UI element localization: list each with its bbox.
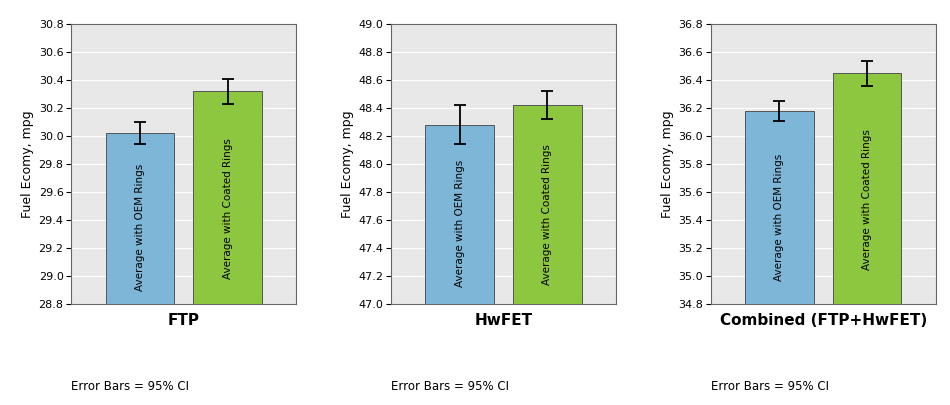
Text: Average with OEM Rings: Average with OEM Rings: [135, 163, 145, 291]
Y-axis label: Fuel Ecomy, mpg: Fuel Ecomy, mpg: [22, 110, 34, 218]
Text: Average with OEM Rings: Average with OEM Rings: [455, 160, 465, 287]
X-axis label: FTP: FTP: [168, 313, 199, 328]
Text: Average with OEM Rings: Average with OEM Rings: [774, 153, 785, 281]
Text: Average with Coated Rings: Average with Coated Rings: [862, 130, 872, 271]
X-axis label: Combined (FTP+HwFET): Combined (FTP+HwFET): [719, 313, 927, 328]
Text: Average with Coated Rings: Average with Coated Rings: [222, 138, 233, 279]
Text: Error Bars = 95% CI: Error Bars = 95% CI: [711, 380, 828, 393]
Bar: [426, 125, 494, 304]
Bar: [193, 92, 262, 304]
Text: Error Bars = 95% CI: Error Bars = 95% CI: [71, 380, 189, 393]
Y-axis label: Fuel Ecomy, mpg: Fuel Ecomy, mpg: [341, 110, 354, 218]
Bar: [832, 73, 902, 304]
Bar: [513, 105, 581, 304]
X-axis label: HwFET: HwFET: [474, 313, 533, 328]
Bar: [105, 133, 175, 304]
Bar: [745, 111, 814, 304]
Text: Error Bars = 95% CI: Error Bars = 95% CI: [391, 380, 509, 393]
Y-axis label: Fuel Ecomy, mpg: Fuel Ecomy, mpg: [661, 110, 674, 218]
Text: Average with Coated Rings: Average with Coated Rings: [542, 144, 552, 285]
